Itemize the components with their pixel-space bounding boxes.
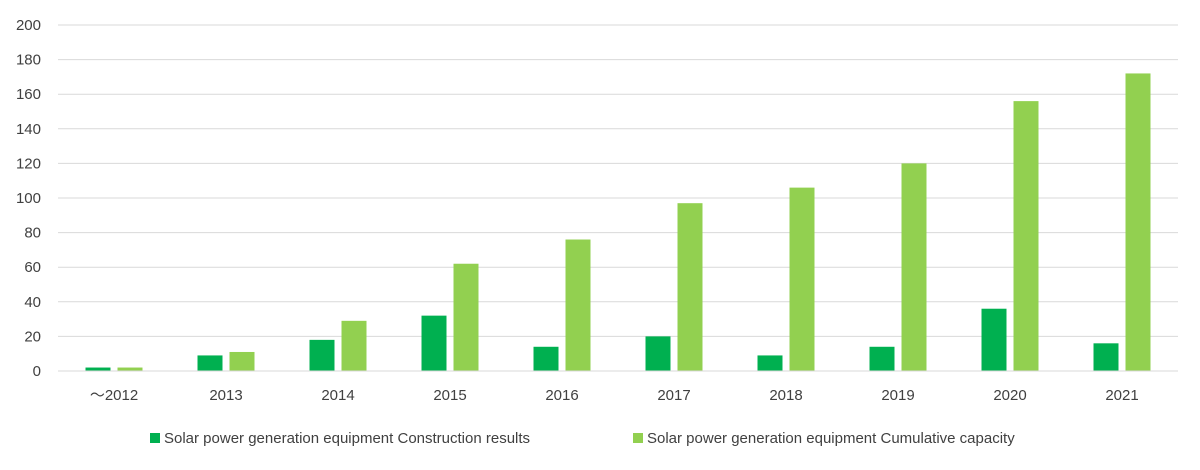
y-tick-label: 200: [16, 17, 41, 34]
x-tick-label: 2017: [657, 387, 690, 404]
y-tick-label: 40: [24, 294, 41, 311]
bar-cumulative-capacity-6: [789, 187, 815, 371]
bar-construction-results-6: [757, 355, 783, 371]
y-tick-label: 80: [24, 225, 41, 242]
bar-construction-results-8: [981, 308, 1007, 371]
bar-cumulative-capacity-1: [229, 351, 255, 371]
y-tick-label: 120: [16, 155, 41, 172]
bar-construction-results-7: [869, 346, 895, 371]
y-tick-label: 180: [16, 52, 41, 69]
y-tick-label: 140: [16, 121, 41, 138]
bar-cumulative-capacity-7: [901, 163, 927, 371]
x-tick-label: ～2012: [90, 387, 138, 404]
bar-cumulative-capacity-4: [565, 239, 591, 371]
bar-cumulative-capacity-0: [117, 367, 143, 371]
x-axis-tick-labels: ～2012 2013 2014 2015 2016 2017 2018 2019 2020 202…: [90, 387, 1139, 404]
bar-cumulative-capacity-9: [1125, 73, 1151, 371]
y-tick-label: 20: [24, 328, 41, 345]
legend-swatch-construction-results: [150, 433, 160, 443]
legend-label-construction-results: Solar power generation equipment Constru…: [164, 430, 530, 447]
bar-construction-results-5: [645, 336, 671, 371]
bar-construction-results-0: [85, 367, 111, 371]
legend: Solar power generation equipment Constru…: [150, 430, 1015, 447]
bar-construction-results-1: [197, 355, 223, 371]
bar-cumulative-capacity-5: [677, 203, 703, 371]
bar-cumulative-capacity-3: [453, 263, 479, 371]
bar-construction-results-9: [1093, 343, 1119, 371]
bar-cumulative-capacity-8: [1013, 101, 1039, 372]
y-tick-label: 160: [16, 86, 41, 103]
x-tick-label: 2019: [881, 387, 914, 404]
x-tick-label: 2018: [769, 387, 802, 404]
y-axis-tick-labels: 0 20 40 60 80 100 120 140 160 180 200: [16, 17, 41, 380]
bar-cumulative-capacity-2: [341, 320, 367, 371]
y-tick-label: 60: [24, 259, 41, 276]
legend-swatch-cumulative-capacity: [633, 433, 643, 443]
bars: [85, 73, 1151, 372]
x-tick-label: 2013: [209, 387, 242, 404]
x-tick-label: 2021: [1105, 387, 1138, 404]
x-tick-label: 2015: [433, 387, 466, 404]
x-tick-label: 2020: [993, 387, 1026, 404]
x-tick-label: 2016: [545, 387, 578, 404]
bar-construction-results-3: [421, 315, 447, 371]
y-tick-label: 0: [33, 363, 41, 380]
legend-label-cumulative-capacity: Solar power generation equipment Cumulat…: [647, 430, 1015, 447]
bar-construction-results-2: [309, 339, 335, 371]
y-tick-label: 100: [16, 190, 41, 207]
x-tick-label: 2014: [321, 387, 354, 404]
y-gridlines: [58, 24, 1178, 337]
bar-construction-results-4: [533, 346, 559, 371]
